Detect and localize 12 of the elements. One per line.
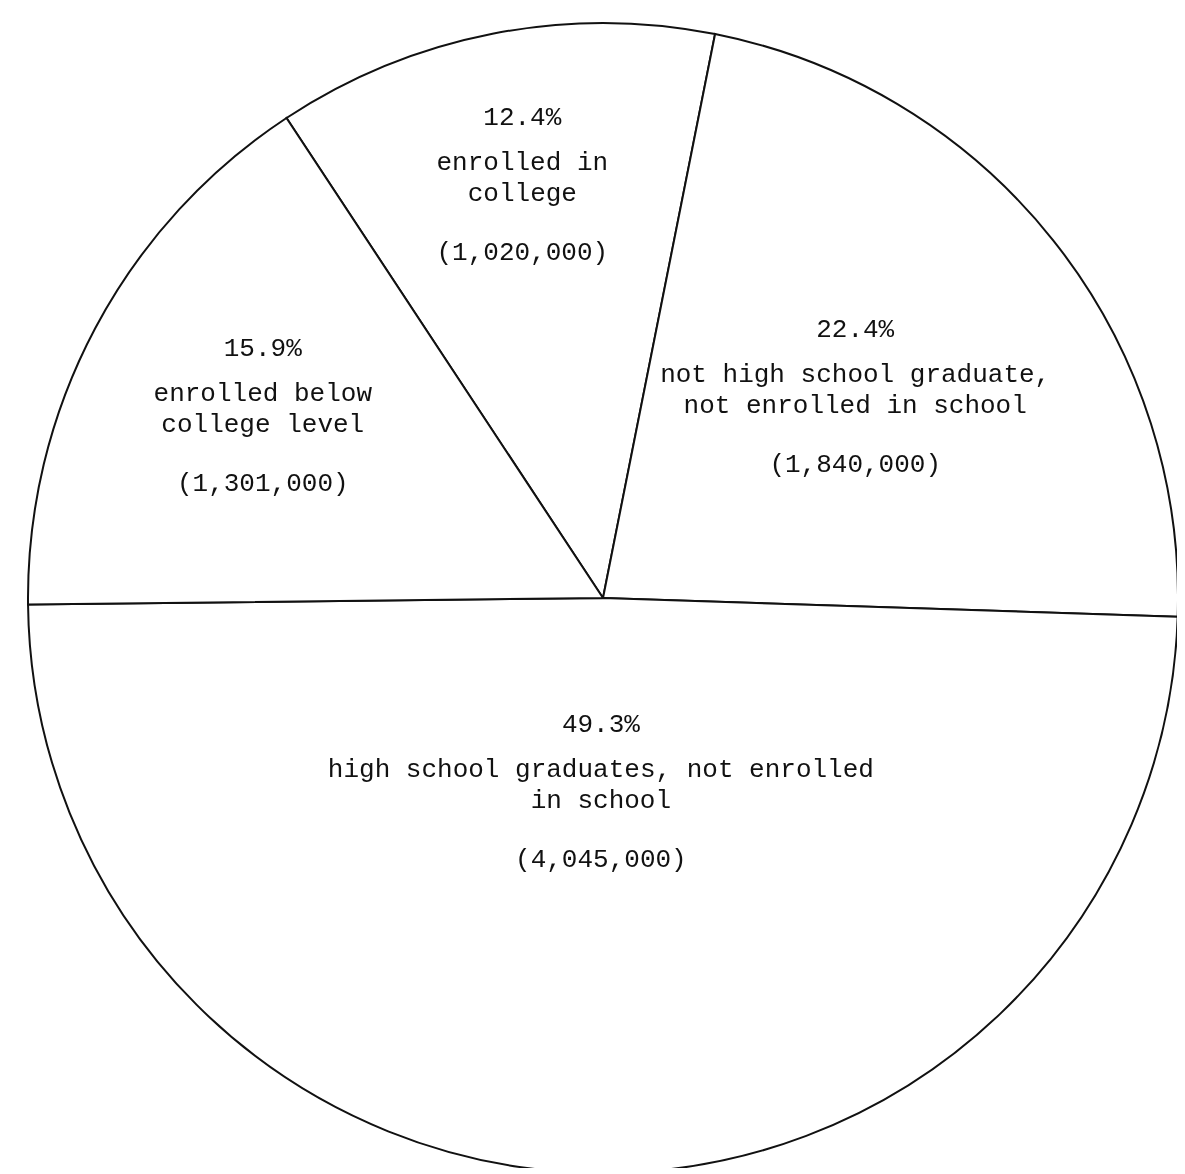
data-label: 22.4%	[816, 314, 895, 345]
text: (1,301,000)	[176, 468, 349, 499]
text: (1,840,000)	[769, 449, 942, 480]
slice-label: not high school graduate, not enrolled in school	[660, 359, 1051, 421]
data-label: 15.9%	[223, 333, 303, 364]
data-label: 12.4%	[483, 102, 562, 133]
data-label: 49.3%	[561, 710, 641, 741]
slice-label: enrolled in college	[436, 147, 609, 209]
slice-label: enrolled below college level	[153, 378, 373, 440]
slice-label: high school graduates, not enrolled in school	[327, 755, 874, 817]
text: (1,020,000)	[436, 237, 609, 268]
text: (4,045,000)	[515, 845, 687, 876]
